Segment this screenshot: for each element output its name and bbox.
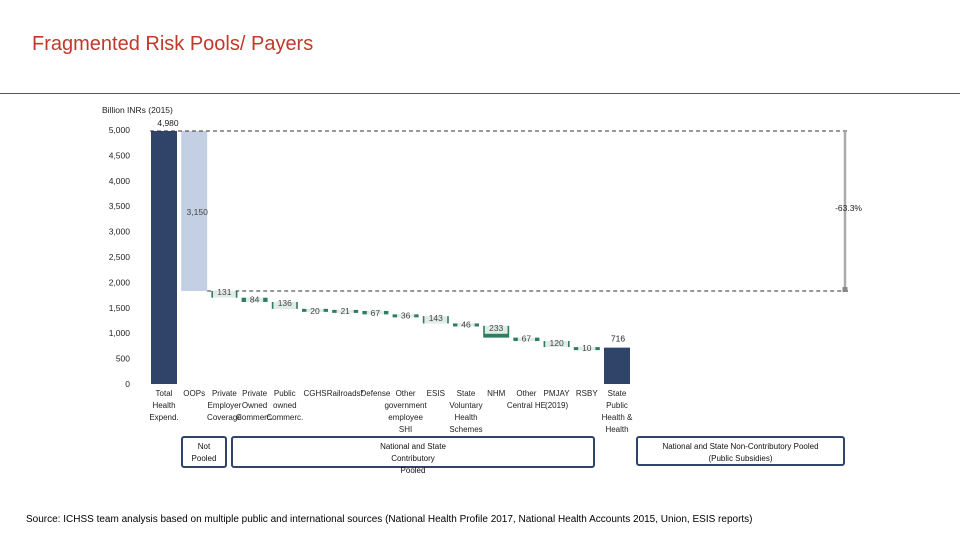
waterfall-bar [604, 347, 630, 384]
value-label: 36 [401, 310, 411, 320]
group-bracket [231, 436, 595, 468]
group-label: National and State Non-Contributory Pool… [662, 442, 818, 463]
value-label: 46 [461, 319, 471, 329]
y-tick-label: 0 [125, 379, 130, 389]
change-annotation: -63.3% [835, 203, 862, 213]
x-tick-label: Other Central HE [507, 389, 546, 410]
value-label-bg [336, 305, 354, 317]
y-tick-label: 1,000 [109, 328, 131, 338]
x-tick-label: OOPs [183, 389, 205, 398]
value-label-bg [457, 319, 475, 331]
y-tick-label: 1,500 [109, 303, 131, 313]
title-divider [0, 93, 960, 94]
x-tick-label: PMJAY (2019) [544, 389, 571, 410]
value-label-bg [246, 294, 264, 306]
x-tick-label: ESIS [427, 389, 445, 398]
value-label: 136 [278, 298, 292, 308]
x-tick-label: State Public Health & Health [602, 389, 633, 434]
value-label-bg [213, 287, 236, 299]
change-bracket-end [842, 287, 848, 293]
x-tick-label: Other government employee SHI [384, 389, 427, 434]
value-label: 143 [429, 313, 443, 323]
value-label: 120 [550, 338, 564, 348]
value-label: 716 [611, 334, 625, 344]
waterfall-bar [151, 131, 177, 384]
value-label: 10 [582, 343, 592, 353]
value-label-bg [306, 305, 324, 317]
value-label: 233 [489, 323, 503, 333]
x-tick-label: CGHS [303, 389, 326, 398]
value-label: 131 [217, 287, 231, 297]
value-label: 67 [522, 334, 532, 344]
value-label: 4,980 [157, 118, 179, 128]
x-tick-label: RSBY [576, 389, 598, 398]
x-tick-label: State Voluntary Health Schemes [449, 389, 482, 434]
y-axis-label: Billion INRs (2015) [102, 105, 173, 115]
y-tick-label: 500 [116, 354, 130, 364]
page-title: Fragmented Risk Pools/ Payers [32, 33, 314, 55]
value-label-bg [517, 333, 535, 345]
y-tick-label: 5,000 [109, 125, 131, 135]
y-tick-label: 2,500 [109, 252, 131, 262]
value-label-bg [424, 313, 448, 325]
x-tick-label: Total Health Expend. [149, 389, 178, 422]
x-tick-label: NHM [487, 389, 506, 398]
value-label: 20 [310, 306, 320, 316]
group-bracket [636, 436, 845, 466]
x-tick-label: Railroads* [327, 389, 364, 398]
value-label: 84 [250, 295, 260, 305]
x-tick-label: Defense [361, 389, 391, 398]
source-note: Source: ICHSS team analysis based on mul… [26, 514, 753, 525]
value-label-bg [545, 338, 568, 350]
value-label: 3,150 [187, 207, 209, 217]
x-tick-label: Public owned Commerc. [266, 389, 303, 422]
value-label-bg [397, 310, 415, 322]
x-tick-label: Private Employer Coverage [207, 389, 242, 422]
x-tick-label: Private Owned Commerc. [236, 389, 273, 422]
y-tick-label: 3,500 [109, 201, 131, 211]
y-tick-label: 4,500 [109, 150, 131, 160]
value-label-bg [578, 343, 596, 355]
value-label: 67 [371, 308, 381, 318]
value-label-bg [273, 297, 297, 309]
value-label-bg [484, 322, 508, 334]
y-tick-label: 2,000 [109, 277, 131, 287]
value-label-bg [366, 307, 384, 319]
y-tick-label: 4,000 [109, 176, 131, 186]
waterfall-bar [181, 131, 208, 292]
group-label: National and State Contributory Pooled [380, 442, 446, 475]
group-label: Not Pooled [192, 442, 217, 463]
y-tick-label: 3,000 [109, 227, 131, 237]
group-bracket [181, 436, 227, 468]
value-label: 21 [340, 306, 350, 316]
